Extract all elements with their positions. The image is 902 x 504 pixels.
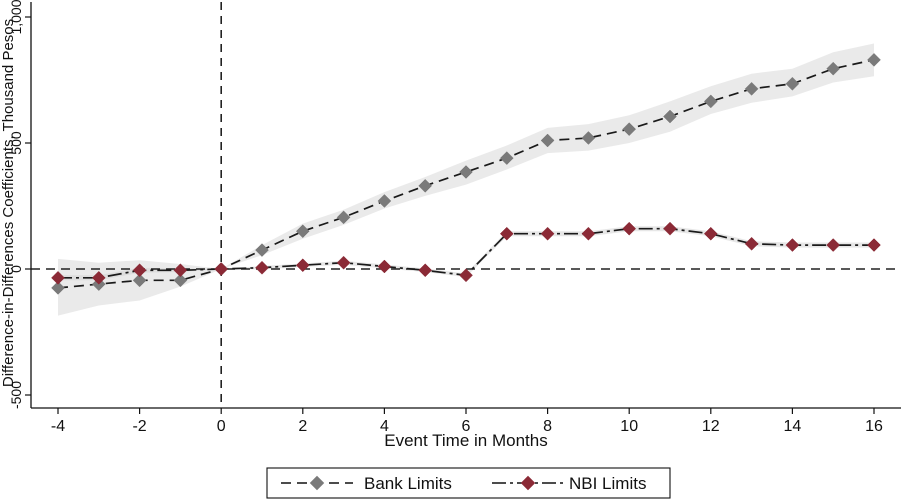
data-point-bank-limits-8: [540, 133, 555, 148]
legend-label-bank-limits: Bank Limits: [364, 474, 452, 493]
data-point-bank-limits-6: [459, 165, 473, 179]
data-point-nbi-limits-8: [540, 226, 555, 241]
x-tick-label: -4: [51, 418, 65, 435]
data-point-nbi-limits-12: [703, 226, 718, 241]
data-point-bank-limits-4: [377, 194, 392, 208]
reference-lines: [31, 2, 901, 408]
x-tick-label: 12: [702, 418, 720, 435]
data-point-nbi-limits-9: [581, 226, 596, 241]
x-tick-label: 4: [380, 418, 389, 435]
data-point-nbi-limits-15: [826, 238, 841, 252]
x-tick-label: -2: [132, 418, 146, 435]
data-point-bank-limits-5: [418, 178, 433, 193]
data-point-nbi-limits--1: [173, 263, 188, 278]
data-point-bank-limits-13: [744, 81, 759, 96]
data-point-nbi-limits--3: [91, 270, 106, 285]
x-tick-label: 6: [462, 418, 471, 435]
axes: -4 -2 0 2 4 6 8 10 12 14 16 -500 0 500 1,000: [8, 0, 901, 435]
data-point-bank-limits--2: [132, 273, 147, 288]
y-tick-label: 1,000: [8, 0, 24, 35]
legend-marker-bank-limits: [309, 475, 325, 491]
x-tick-label: 14: [784, 418, 802, 435]
series-line-bank-limits: [57, 58, 875, 289]
data-point-bank-limits--4: [51, 281, 65, 295]
data-point-nbi-limits-11: [663, 221, 677, 236]
x-tick-label: 10: [620, 418, 638, 435]
data-point-nbi-limits-16: [867, 238, 881, 252]
data-point-bank-limits-11: [663, 109, 677, 124]
data-point-nbi-limits-6: [459, 268, 473, 283]
series-markers: [51, 52, 881, 295]
data-point-nbi-limits-13: [744, 236, 759, 251]
data-point-nbi-limits-1: [255, 260, 269, 275]
data-point-bank-limits-3: [336, 210, 351, 225]
data-point-nbi-limits-7: [499, 226, 514, 241]
data-point-bank-limits-9: [581, 131, 596, 145]
x-tick-label: 0: [217, 418, 226, 435]
data-point-nbi-limits-10: [622, 221, 637, 236]
data-point-bank-limits-7: [499, 151, 514, 165]
data-point-bank-limits-2: [295, 224, 310, 239]
x-tick-label: 2: [298, 418, 307, 435]
data-point-bank-limits--1: [173, 273, 188, 288]
y-tick-label: 500: [8, 131, 24, 155]
data-point-nbi-limits-3: [336, 255, 351, 270]
data-point-bank-limits-12: [703, 94, 718, 109]
data-point-bank-limits-16: [867, 52, 881, 67]
data-point-nbi-limits-4: [377, 259, 392, 274]
data-point-nbi-limits-14: [785, 238, 800, 252]
data-point-nbi-limits-2: [295, 258, 310, 273]
data-point-bank-limits-14: [785, 76, 800, 91]
data-point-bank-limits-10: [622, 122, 637, 136]
x-tick-label: 8: [543, 418, 552, 435]
legend-marker-nbi-limits: [520, 475, 536, 491]
data-point-nbi-limits-0: [214, 262, 229, 276]
y-axis-label: Difference-in-Differences Coefficients, …: [0, 19, 17, 387]
data-point-nbi-limits-5: [418, 263, 433, 278]
legend: Bank Limits NBI Limits: [266, 467, 671, 499]
x-tick-label: 16: [865, 418, 883, 435]
y-tick-label: -500: [8, 381, 24, 409]
data-point-bank-limits-1: [255, 243, 269, 257]
data-point-bank-limits-15: [826, 61, 841, 76]
x-axis-label: Event Time in Months: [384, 431, 547, 450]
legend-label-nbi-limits: NBI Limits: [569, 474, 646, 493]
y-tick-label: 0: [8, 265, 24, 273]
data-point-nbi-limits--4: [51, 270, 65, 285]
data-point-nbi-limits--2: [132, 263, 147, 278]
